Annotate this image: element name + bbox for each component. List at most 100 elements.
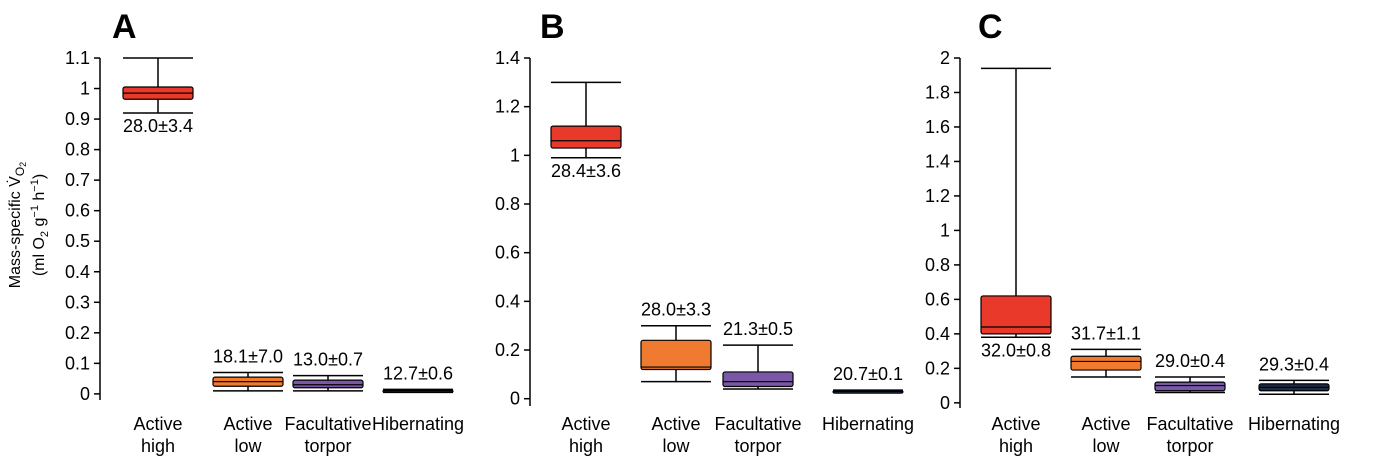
category-label: Hibernating	[372, 414, 464, 434]
y-tick-label: 0.9	[65, 109, 90, 129]
box-facultative-torpor: 21.3±0.5	[722, 319, 794, 390]
y-tick-label: 0.4	[495, 291, 520, 311]
data-label: 20.7±0.1	[833, 364, 903, 384]
category-label: Facultative	[284, 414, 371, 434]
data-label: 18.1±7.0	[213, 347, 283, 367]
category-label: Active	[1081, 414, 1130, 434]
y-tick-label: 2	[940, 48, 950, 68]
box-iqr	[550, 125, 622, 149]
box-hibernating: 20.7±0.1	[832, 364, 904, 394]
box-active-high: 28.4±3.6	[550, 81, 622, 181]
panel-letter: B	[540, 8, 565, 46]
panels: A 0 0.1 0.2 0.3 0.4 0.5 0.6 0.7 0.8 0.9 1 1.1 28.0±3.…	[65, 8, 1340, 456]
y-tick-label: 1	[80, 79, 90, 99]
category-label: low	[1092, 436, 1120, 456]
y-axis-units-sup1: −1	[29, 205, 41, 218]
data-label: 29.3±0.4	[1259, 354, 1329, 374]
y-tick-label: 1.8	[925, 82, 950, 102]
category-label: torpor	[1166, 436, 1213, 456]
y-tick-label: 0.6	[495, 243, 520, 263]
svg-text:Mass-specific V̇O2: Mass-specific V̇O2	[6, 162, 28, 288]
y-tick-label: 0.2	[925, 358, 950, 378]
y-tick-label: 0.5	[65, 231, 90, 251]
category-label: low	[662, 436, 690, 456]
box-active-low: 28.0±3.3	[640, 300, 712, 383]
data-label: 12.7±0.6	[383, 363, 453, 383]
y-tick-label: 0.6	[925, 289, 950, 309]
y-axis-title-units: (ml O2 g−1 h−1)	[29, 174, 51, 276]
y-axis-title-line1: Mass-specific V̇	[6, 176, 24, 288]
svg-text:(ml O2 g−1 h−1): (ml O2 g−1 h−1)	[29, 174, 51, 276]
y-tick-label: 0.4	[925, 324, 950, 344]
y-tick-label: 1.1	[65, 48, 90, 68]
category-label: Facultative	[1146, 414, 1233, 434]
y-axis-units-a: (ml O	[31, 237, 48, 276]
y-axis-units-c: h	[31, 192, 48, 205]
category-label: torpor	[734, 436, 781, 456]
box-iqr	[722, 371, 794, 388]
data-label: 13.0±0.7	[293, 350, 363, 370]
y-axis-units-d: )	[31, 174, 48, 179]
y-tick-label: 1	[940, 220, 950, 240]
box-iqr	[1154, 381, 1226, 392]
box-iqr	[292, 379, 364, 389]
category-label: high	[141, 436, 175, 456]
data-label: 21.3±0.5	[723, 319, 793, 339]
y-tick-label: 0	[80, 384, 90, 404]
y-tick-label: 0.3	[65, 292, 90, 312]
panel-c: C 0 0.2 0.4 0.6 0.8 1 1.2 1.4 1.6 1.8 2 32.0±0.8 Acti…	[925, 8, 1340, 456]
data-label: 29.0±0.4	[1155, 351, 1225, 371]
y-axis-title: Mass-specific V̇O2	[6, 162, 28, 288]
y-tick-label: 0.8	[495, 194, 520, 214]
category-label: Active	[561, 414, 610, 434]
y-axis-units-sub: 2	[39, 231, 51, 237]
category-label: Hibernating	[1248, 414, 1340, 434]
box-facultative-torpor: 29.0±0.4	[1154, 351, 1226, 394]
y-tick-label: 0.6	[65, 201, 90, 221]
data-label: 28.4±3.6	[551, 161, 621, 181]
data-label: 28.0±3.4	[123, 116, 193, 136]
y-tick-label: 1.4	[925, 151, 950, 171]
y-tick-label: 0.7	[65, 170, 90, 190]
panel-b: B00.20.40.60.811.21.428.4±3.6Activehigh2…	[495, 8, 914, 456]
category-label: high	[999, 436, 1033, 456]
y-tick-label: 1.2	[925, 186, 950, 206]
box-hibernating: 29.3±0.4	[1258, 354, 1330, 395]
box-iqr	[1070, 355, 1142, 371]
data-label: 32.0±0.8	[981, 340, 1051, 360]
box-iqr	[980, 295, 1052, 335]
category-label: Active	[223, 414, 272, 434]
y-tick-label: 0	[940, 393, 950, 413]
box-hibernating: 12.7±0.6	[382, 363, 454, 394]
panel-letter: C	[978, 8, 1003, 46]
y-axis-units-sup2: −1	[29, 179, 41, 192]
panel-a: A 0 0.1 0.2 0.3 0.4 0.5 0.6 0.7 0.8 0.9 1 1.1 28.0±3.…	[65, 8, 464, 456]
y-axis-units-b: g	[31, 218, 48, 231]
data-label: 31.7±1.1	[1071, 323, 1141, 343]
y-tick-label: 0	[510, 389, 520, 409]
category-label: Active	[133, 414, 182, 434]
y-tick-label: 1	[510, 145, 520, 165]
category-label: Active	[651, 414, 700, 434]
y-tick-label: 0.8	[65, 140, 90, 160]
box-active-high: 28.0±3.4	[122, 57, 194, 136]
y-axis-title-sub2: 2	[18, 162, 28, 167]
category-label: Hibernating	[822, 414, 914, 434]
category-label: high	[569, 436, 603, 456]
data-label: 28.0±3.3	[641, 300, 711, 320]
category-label: Facultative	[714, 414, 801, 434]
y-tick-label: 1.6	[925, 117, 950, 137]
y-tick-label: 0.2	[65, 323, 90, 343]
box-facultative-torpor: 13.0±0.7	[292, 350, 364, 392]
y-tick-label: 1.4	[495, 48, 520, 68]
y-tick-label: 0.8	[925, 255, 950, 275]
category-label: torpor	[304, 436, 351, 456]
category-label: Active	[991, 414, 1040, 434]
y-tick-label: 0.4	[65, 262, 90, 282]
y-tick-label: 1.2	[495, 97, 520, 117]
box-active-low: 31.7±1.1	[1070, 323, 1142, 378]
box-active-low: 18.1±7.0	[212, 347, 284, 392]
y-tick-label: 0.2	[495, 340, 520, 360]
box-iqr	[640, 339, 712, 371]
